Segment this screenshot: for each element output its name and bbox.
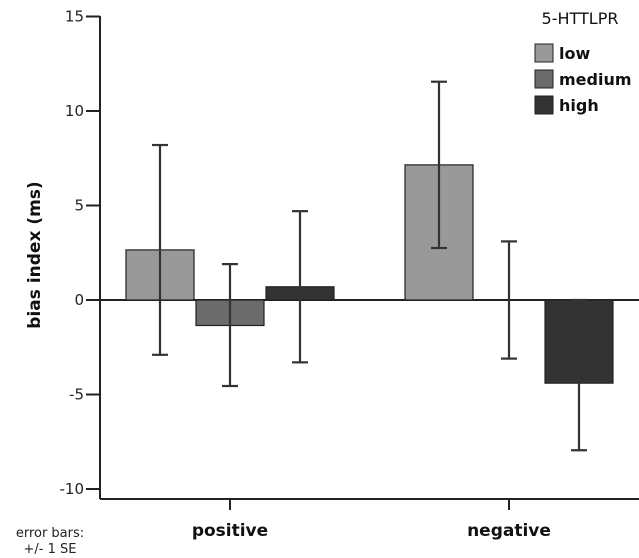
y-tick-label: -5: [69, 386, 84, 404]
y-axis-title: bias index (ms): [25, 181, 45, 328]
y-tick-label: 10: [65, 102, 84, 120]
legend-swatch-medium: [534, 69, 554, 89]
error-bar-note-line-1: error bars:: [16, 526, 84, 541]
x-category-label-negative: negative: [467, 521, 551, 541]
error-bar-note-line-2: +/- 1 SE: [24, 542, 77, 557]
bars: [125, 164, 614, 384]
legend-label-medium: medium: [559, 70, 632, 89]
x-category-label-positive: positive: [192, 521, 268, 541]
y-tick-label: 0: [74, 291, 84, 309]
error-bars: [152, 80, 587, 452]
legend-swatch-low: [534, 43, 554, 63]
legend-label-high: high: [559, 96, 599, 115]
y-tick-label: -10: [60, 480, 85, 498]
legend-swatch-high: [534, 95, 554, 115]
legend: 5-HTTLPR low medium high: [534, 9, 632, 115]
y-tick-label: 5: [74, 197, 84, 215]
legend-label-low: low: [559, 44, 590, 63]
y-tick-label: 15: [65, 8, 84, 26]
legend-title: 5-HTTLPR: [542, 9, 619, 28]
